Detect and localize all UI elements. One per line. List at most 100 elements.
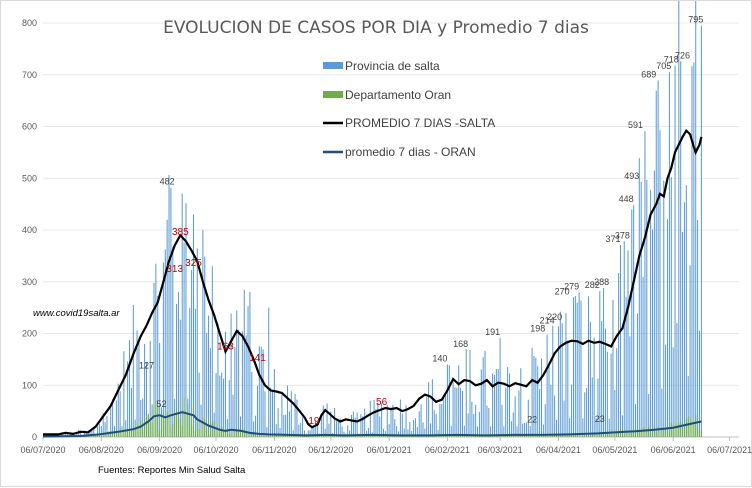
oran-bar <box>90 436 91 437</box>
salta-bar <box>278 408 279 437</box>
oran-bar <box>283 436 284 437</box>
oran-bar <box>229 434 230 437</box>
data-label: 23 <box>595 414 605 424</box>
oran-bar <box>217 424 218 437</box>
salta-bar <box>611 354 612 437</box>
oran-bar <box>667 430 668 437</box>
salta-bar <box>560 312 561 437</box>
oran-bar <box>101 436 102 437</box>
salta-bar <box>571 385 572 437</box>
oran-bar <box>678 423 679 437</box>
x-tick-label: 06/07/2020 <box>20 445 65 455</box>
oran-bar <box>172 424 173 437</box>
salta-bar <box>295 394 296 437</box>
oran-bar <box>170 427 171 437</box>
oran-bar <box>560 436 561 437</box>
salta-bar <box>646 180 647 437</box>
oran-bar <box>684 428 685 437</box>
salta-bar <box>539 389 540 437</box>
oran-bar <box>195 431 196 437</box>
oran-bar <box>697 428 698 437</box>
data-label: 220 <box>547 312 562 322</box>
salta-bar <box>639 158 640 437</box>
oran-bar <box>658 426 659 437</box>
oran-bar <box>451 436 452 437</box>
oran-bar <box>272 436 273 437</box>
salta-bar <box>562 323 563 437</box>
oran-bar <box>328 436 329 437</box>
oran-bar <box>381 436 382 437</box>
oran-bar <box>180 418 181 437</box>
oran-bar <box>680 422 681 437</box>
data-label: 378 <box>615 230 630 240</box>
salta-bar <box>249 292 250 437</box>
oran-bar <box>682 428 683 437</box>
oran-bar <box>266 435 267 437</box>
salta-bar <box>545 404 546 437</box>
oran-bar <box>313 436 314 437</box>
salta-bar <box>291 391 292 437</box>
salta-bar <box>612 300 613 437</box>
salta-bar <box>680 61 681 437</box>
salta-bar <box>607 352 608 437</box>
salta-bar <box>573 297 574 437</box>
salta-bar <box>633 205 634 437</box>
salta-bar <box>379 416 380 437</box>
x-tick-label: 06/02/2021 <box>425 445 470 455</box>
data-label: 288 <box>594 277 609 287</box>
salta-bar <box>426 397 427 437</box>
oran-bar <box>152 423 153 437</box>
data-label: 22 <box>527 415 537 425</box>
salta-bar <box>590 322 591 437</box>
salta-bar <box>614 390 615 437</box>
salta-bar <box>656 91 657 437</box>
salta-bar <box>268 308 269 437</box>
salta-bar <box>469 350 470 437</box>
salta-bar <box>231 314 232 437</box>
salta-bar <box>554 396 555 437</box>
oran-bar <box>146 416 147 437</box>
salta-bar <box>390 408 391 437</box>
salta-bar <box>691 66 692 437</box>
oran-bar <box>686 419 687 437</box>
salta-bar <box>488 408 489 437</box>
salta-bar <box>616 348 617 437</box>
oran-bar <box>588 434 589 437</box>
oran-bar <box>624 435 625 437</box>
oran-bar <box>150 421 151 437</box>
oran-bar <box>144 419 145 437</box>
salta-bar <box>197 248 198 437</box>
salta-bar <box>682 232 683 437</box>
oran-bar <box>392 436 393 437</box>
x-tick-label: 06/07/2021 <box>707 445 752 455</box>
oran-bar <box>579 436 580 437</box>
oran-bar <box>174 416 175 437</box>
y-tick-label: 100 <box>22 380 37 390</box>
salta-bar <box>624 241 625 437</box>
salta-bar <box>449 365 450 437</box>
salta-bar <box>550 385 551 437</box>
oran-bar <box>695 415 696 437</box>
salta-bar <box>208 316 209 437</box>
salta-bar <box>357 413 358 437</box>
data-label: 689 <box>641 69 656 79</box>
oran-bar <box>191 426 192 437</box>
oran-bar <box>643 427 644 437</box>
oran-bar <box>584 435 585 437</box>
salta-bar <box>627 250 628 437</box>
salta-bar <box>364 409 365 437</box>
salta-bar <box>351 415 352 437</box>
oran-bar <box>133 429 134 437</box>
data-label: 795 <box>688 15 703 25</box>
oran-bar <box>319 436 320 437</box>
oran-bar <box>298 436 299 437</box>
oran-bar <box>690 417 691 437</box>
salta-bar <box>323 405 324 437</box>
oran-bar <box>644 427 645 437</box>
oran-bar <box>199 429 200 437</box>
oran-bar <box>498 436 499 437</box>
grid <box>43 23 739 437</box>
chart-title: EVOLUCION DE CASOS POR DIA y Promedio 7 … <box>163 18 589 38</box>
salta-bar <box>515 396 516 437</box>
salta-bar <box>513 413 514 437</box>
